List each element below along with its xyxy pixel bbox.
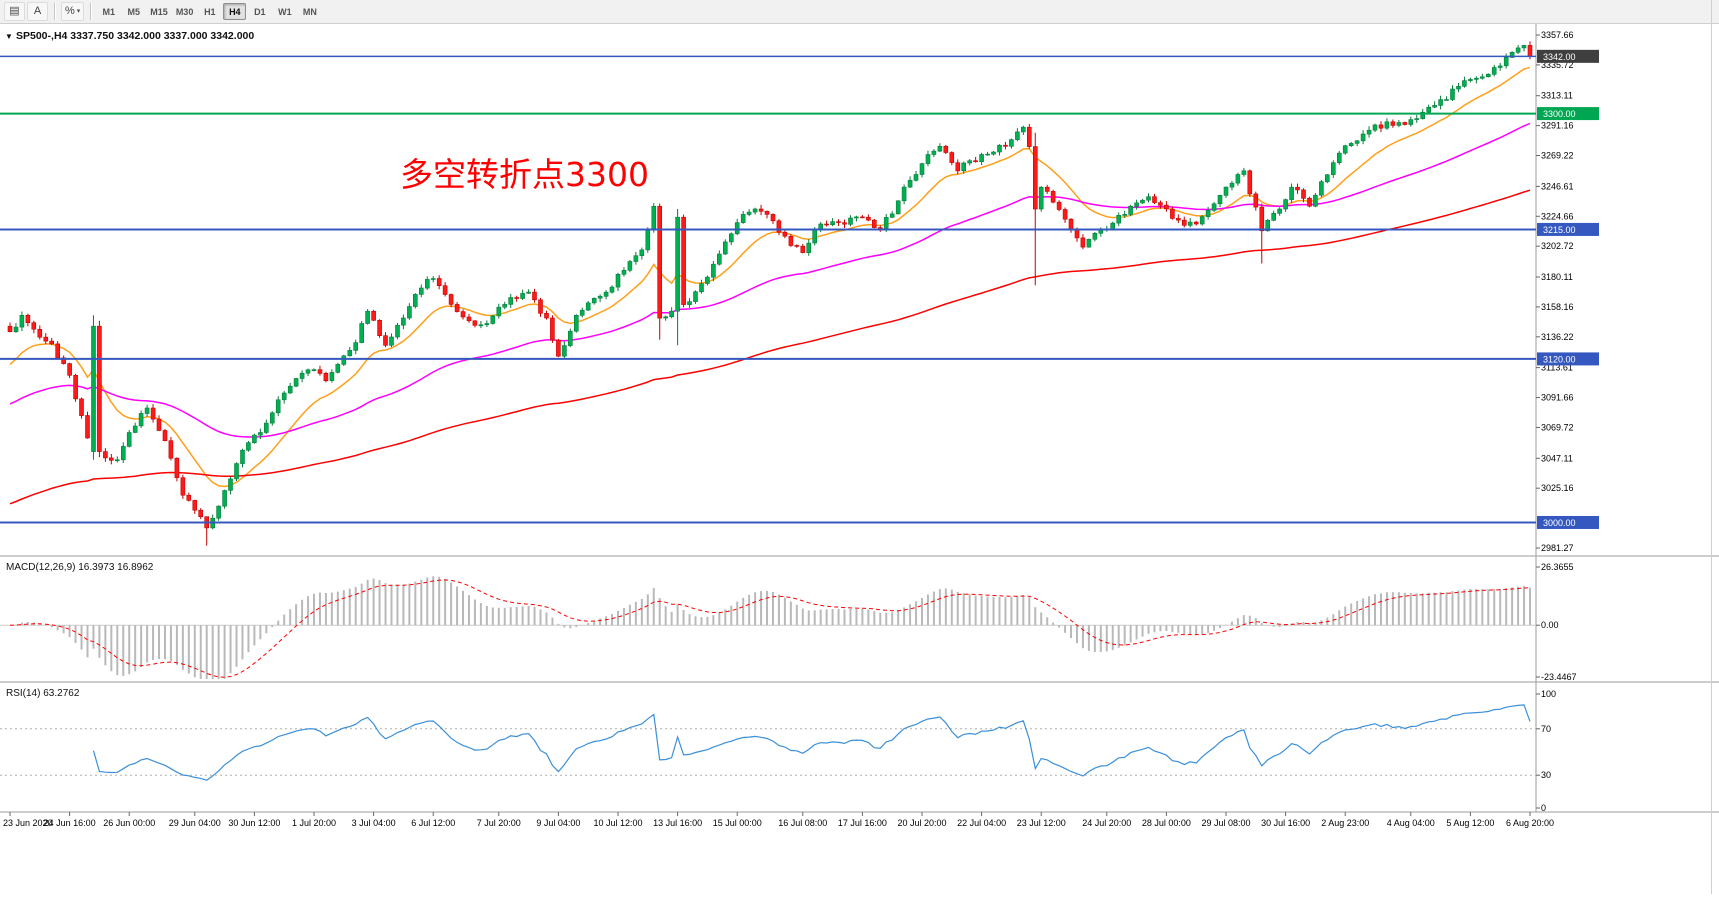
chart-layers: 3357.66 3335.72 3313.11 3291.16 3269.22 3246.… <box>0 24 1719 828</box>
price-axis-label: 3357.66 <box>1541 30 1574 40</box>
window-right-edge <box>1711 0 1712 894</box>
time-axis-label: 30 Jun 12:00 <box>228 818 280 828</box>
price-axis-label: 3202.72 <box>1541 241 1574 251</box>
timeframe-button-D1[interactable]: D1 <box>248 3 272 20</box>
price-badge-label: 3215.00 <box>1543 225 1576 235</box>
symbol-ohlc-line: SP500-,H4 3337.750 3342.000 3337.000 334… <box>16 30 254 42</box>
chart-canvas[interactable]: 3357.66 3335.72 3313.11 3291.16 3269.22 3246.… <box>0 24 1719 894</box>
macd-signal-line <box>9 579 1531 678</box>
time-axis-label: 23 Jul 12:00 <box>1017 818 1066 828</box>
macd-axis-label: 0.00 <box>1541 620 1559 630</box>
price-badge <box>1537 49 1599 63</box>
chart-area: 3357.66 3335.72 3313.11 3291.16 3269.22 3246.… <box>0 24 1719 899</box>
rsi-axis-label: 100 <box>1541 689 1556 699</box>
macd-indicator-label: MACD(12,26,9) 16.3973 16.8962 <box>6 562 154 573</box>
macd-axis-label: 26.3655 <box>1541 562 1574 572</box>
time-axis-label: 23 Jun 2020 <box>3 818 53 828</box>
main-toolbar: ▤ A % ▾ M1 M5 M15 M30 H1 H4 D1 W1 MN <box>0 0 1719 24</box>
time-axis-label: 6 Jul 12:00 <box>411 818 455 828</box>
price-axis-label: 3246.61 <box>1541 181 1574 191</box>
price-badge <box>1537 352 1599 366</box>
rsi-line <box>92 704 1531 781</box>
price-axis-label: 3091.66 <box>1541 393 1574 403</box>
toolbar-separator <box>54 3 55 20</box>
price-axis-label: 3113.61 <box>1541 363 1573 373</box>
price-axis-label: 3069.72 <box>1541 422 1574 432</box>
price-axis-label: 3313.11 <box>1541 91 1573 101</box>
time-axis-label: 24 Jun 16:00 <box>44 818 96 828</box>
price-badge-label: 3342.00 <box>1543 52 1576 62</box>
price-axis-label: 3047.11 <box>1541 453 1573 463</box>
candlestick-series <box>7 41 1533 546</box>
price-axis-label: 3291.16 <box>1541 121 1574 131</box>
time-axis-label: 2 Aug 23:00 <box>1321 818 1369 828</box>
time-axis-label: 3 Jul 04:00 <box>352 818 396 828</box>
timeframe-button-H4[interactable]: H4 <box>223 3 247 20</box>
price-axis-label: 3335.72 <box>1541 60 1574 70</box>
timeframe-button-M15[interactable]: M15 <box>147 3 171 20</box>
rsi-axis-label: 0 <box>1541 803 1546 813</box>
timeframe-button-M1[interactable]: M1 <box>97 3 121 20</box>
price-axis-label: 3224.66 <box>1541 211 1574 221</box>
price-badge-label: 3120.00 <box>1543 354 1576 364</box>
price-axis-label: 3136.22 <box>1541 332 1574 342</box>
timeframe-button-W1[interactable]: W1 <box>273 3 297 20</box>
rsi-axis-label: 30 <box>1541 770 1551 780</box>
price-axis-label: 3025.16 <box>1541 483 1574 493</box>
toolbar-separator <box>90 3 92 20</box>
slow-ma-line <box>9 189 1531 505</box>
timeframe-button-group: M1 M5 M15 M30 H1 H4 D1 W1 MN <box>96 3 322 20</box>
timeframe-button-M30[interactable]: M30 <box>172 3 197 20</box>
fibonacci-tool-icon[interactable]: % ▾ <box>61 2 85 21</box>
text-tool-icon[interactable]: A <box>27 2 48 21</box>
time-axis-label: 28 Jul 00:00 <box>1142 818 1191 828</box>
price-badge <box>1537 515 1599 529</box>
price-axis-label: 3269.22 <box>1541 151 1574 161</box>
price-axis-label: 3180.11 <box>1541 272 1573 282</box>
timeframe-button-MN[interactable]: MN <box>298 3 322 20</box>
fast-ma-line <box>9 66 1531 488</box>
time-axis-label: 13 Jul 16:00 <box>653 818 702 828</box>
price-badge <box>1537 107 1599 121</box>
time-axis-label: 30 Jul 16:00 <box>1261 818 1310 828</box>
time-axis-label: 5 Aug 12:00 <box>1446 818 1494 828</box>
time-axis-label: 9 Jul 04:00 <box>536 818 580 828</box>
rsi-axis-label: 70 <box>1541 724 1551 734</box>
time-axis-label: 24 Jul 20:00 <box>1082 818 1131 828</box>
macd-axis-label: -23.4467 <box>1541 672 1577 682</box>
time-axis-label: 1 Jul 20:00 <box>292 818 336 828</box>
price-axis-label: 2981.27 <box>1541 543 1574 553</box>
chart-list-icon[interactable]: ▤ <box>4 2 25 21</box>
time-axis-label: 17 Jul 16:00 <box>838 818 887 828</box>
chart-annotation-text[interactable]: 多空转折点3300 <box>400 155 649 194</box>
dropdown-caret-icon: ▾ <box>76 8 81 15</box>
time-axis-label: 22 Jul 04:00 <box>957 818 1006 828</box>
price-axis-label: 3158.16 <box>1541 302 1574 312</box>
time-axis-label: 15 Jul 00:00 <box>713 818 762 828</box>
time-axis-label: 4 Aug 04:00 <box>1387 818 1435 828</box>
time-axis-label: 6 Aug 20:00 <box>1506 818 1554 828</box>
rsi-indicator-label: RSI(14) 63.2762 <box>6 688 80 699</box>
mid-ma-line <box>9 122 1531 438</box>
price-badge <box>1537 222 1599 236</box>
price-badge-label: 3300.00 <box>1543 109 1576 119</box>
timeframe-button-M5[interactable]: M5 <box>122 3 146 20</box>
time-axis-label: 7 Jul 20:00 <box>477 818 521 828</box>
timeframe-button-H1[interactable]: H1 <box>198 3 222 20</box>
price-badge-label: 3000.00 <box>1543 518 1576 528</box>
time-axis-label: 16 Jul 08:00 <box>778 818 827 828</box>
macd-histogram <box>14 576 1531 679</box>
symbol-dropdown-caret-icon[interactable]: ▼ <box>5 32 13 41</box>
time-axis-label: 10 Jul 12:00 <box>593 818 642 828</box>
fibonacci-glyph: % <box>65 5 75 17</box>
time-axis-label: 26 Jun 00:00 <box>103 818 155 828</box>
time-axis-label: 20 Jul 20:00 <box>897 818 946 828</box>
time-axis-label: 29 Jul 08:00 <box>1201 818 1250 828</box>
time-axis-label: 29 Jun 04:00 <box>169 818 221 828</box>
